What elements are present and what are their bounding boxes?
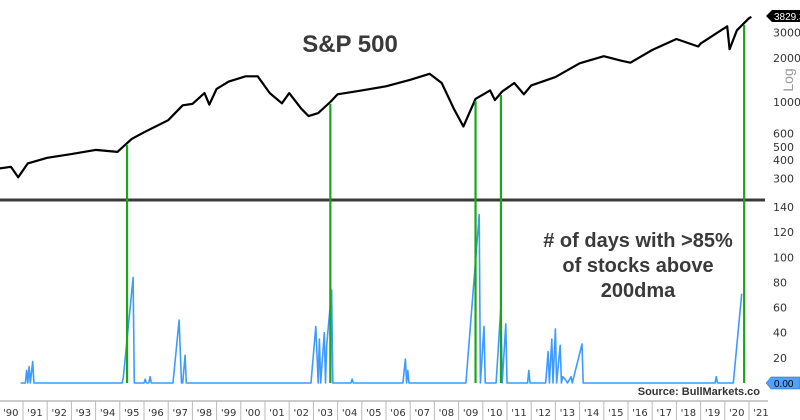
x-tick-label: '11 [511,408,526,419]
y-tick-label-price: 500 [773,141,794,154]
y-tick-label-breadth: 80 [773,276,787,289]
y-tick-label-price: 300 [773,172,794,185]
breadth-title-line-2: of stocks above [562,255,713,277]
x-tick-label: '94 [100,408,115,419]
sp500-line [0,15,752,179]
x-tick-label: '01 [269,408,284,419]
x-tick-label: '98 [197,408,212,419]
y-tick-label-price: 600 [773,127,794,140]
last-price-badge: 3829.34 [766,10,800,23]
x-tick-label: '06 [390,408,405,419]
last-breadth-value: 0.00 [774,379,794,390]
x-tick-label: '99 [221,408,236,419]
signal-lines [125,25,746,383]
y-tick-label-price: 400 [773,154,794,167]
source-label: Source: BullMarkets.co [638,386,761,398]
y-tick-label-breadth: 100 [773,251,794,264]
y-tick-label-breadth: 140 [773,201,794,214]
x-tick-label: '02 [293,408,308,419]
last-price-value: 3829.34 [774,12,800,23]
x-tick-label: '12 [535,408,550,419]
x-tick-label: '17 [656,408,671,419]
x-tick-label: '03 [318,408,333,419]
x-tick-label: '97 [172,408,187,419]
breadth-panel: 20 40 60 80 100 120 140 [20,201,794,384]
x-tick-label: '13 [560,408,575,419]
x-tick-label: '15 [608,408,623,419]
x-tick-label: '92 [51,408,66,419]
y-tick-label-price: 1000 [773,96,800,109]
x-tick-label: '04 [342,408,357,419]
log-scale-label: Log [780,68,796,91]
x-tick-label: '09 [463,408,478,419]
breadth-title-line-1: # of days with >85% [543,230,733,252]
sp500-title: S&P 500 [302,31,398,58]
x-tick-label: '96 [148,408,163,419]
x-tick-label: '19 [705,408,720,419]
x-tick-label: '93 [76,408,91,419]
x-tick-label: '00 [245,408,260,419]
y-tick-label-breadth: 60 [773,302,787,315]
x-tick-label: '91 [27,408,42,419]
y-tick-label-breadth: 120 [773,226,794,239]
x-tick-label: '10 [487,408,502,419]
x-tick-label: '07 [414,408,429,419]
breadth-line [20,213,743,384]
last-breadth-badge: 0.00 [765,376,800,390]
x-tick-label: '20 [729,408,744,419]
x-tick-label: '18 [681,408,696,419]
x-axis: '90 '91 '92 '93 '94 '95 '96 '97 '98 '99 '00 '01 '02 '… [0,400,769,420]
breadth-title-line-3: 200dma [601,280,676,302]
x-tick-label: '21 [753,408,768,419]
x-tick-label: '16 [632,408,647,419]
x-tick-label: '95 [124,408,139,419]
y-tick-label-breadth: 20 [773,352,787,365]
y-tick-label-price: 3000 [773,26,800,39]
x-tick-label: '08 [439,408,454,419]
y-tick-label-price: 2000 [773,52,800,65]
x-tick-label: '05 [366,408,381,419]
x-tick-label: '90 [3,408,18,419]
x-tick-label: '14 [584,408,599,419]
y-tick-label-breadth: 40 [773,327,787,340]
